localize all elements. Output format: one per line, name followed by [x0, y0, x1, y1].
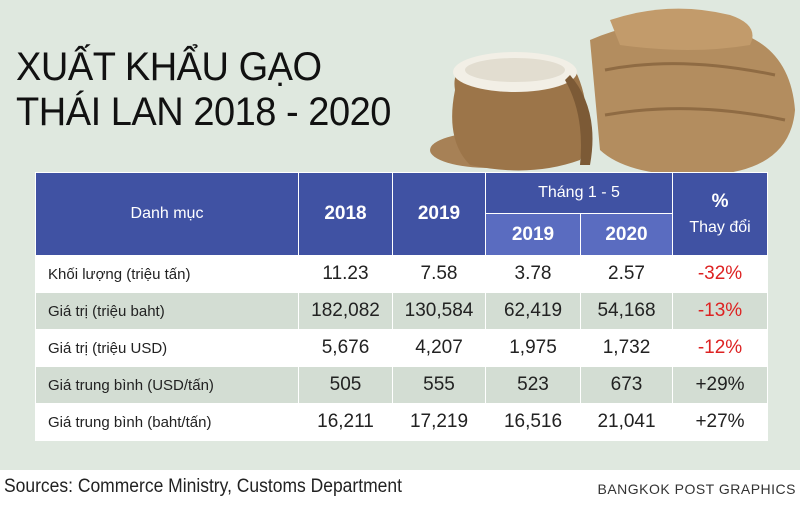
title-line: THÁI LAN 2018 - 2020 — [16, 90, 391, 134]
table-cell: 1,975 — [485, 329, 581, 367]
table-cell: -12% — [672, 329, 769, 367]
table-cell: 5,676 — [298, 329, 393, 367]
table-cell: 7.58 — [392, 255, 486, 293]
header-cell: 2018 — [298, 172, 393, 256]
header-cell: % Thay đổi — [672, 172, 769, 256]
header-cell: Tháng 1 - 5 — [484, 172, 674, 214]
table-cell: 182,082 — [298, 292, 393, 330]
table-cell: 130,584 — [392, 292, 486, 330]
table-cell: 54,168 — [579, 292, 674, 330]
header-row: 2019 2020 — [36, 213, 768, 256]
table-cell: 4,207 — [392, 329, 486, 367]
data-table: Danh mục 2018 2019 Tháng 1 - 5 % Thay đổ… — [35, 172, 769, 441]
table-cell: 21,041 — [579, 403, 674, 441]
table-cell: 555 — [392, 366, 486, 404]
table-row: Giá trị (triệu baht) 182,082 130,584 62,419… — [35, 292, 769, 330]
table-cell: 505 — [298, 366, 393, 404]
table-cell: 2.57 — [579, 255, 674, 293]
table-cell: 62,419 — [485, 292, 581, 330]
table-row: Giá trung bình (baht/tấn) 16,211 17,219 16,… — [35, 403, 769, 441]
table-cell: 11.23 — [298, 255, 393, 293]
header-cell: Danh mục — [35, 172, 299, 256]
table-cell: 16,211 — [298, 403, 393, 441]
table-cell: +29% — [672, 366, 769, 404]
table-cell: 3.78 — [485, 255, 581, 293]
rice-sacks-illustration — [430, 8, 795, 176]
table-row: Khối lượng (triệu tấn) 11.23 7.58 3.78 2.57-… — [35, 255, 769, 293]
row-label: Giá trung bình (USD/tấn) — [35, 366, 299, 404]
header-row: Danh mục 2018 2019 Tháng 1 - 5 % Thay đổ… — [35, 172, 769, 256]
header-text: % — [711, 191, 729, 212]
row-label: Khối lượng (triệu tấn) — [35, 255, 299, 293]
table-row: Giá trị (triệu USD) 5,676 4,207 1,975 1,732-… — [35, 329, 769, 367]
source-note: Sources: Commerce Ministry, Customs Depa… — [4, 476, 402, 497]
row-label: Giá trung bình (baht/tấn) — [35, 403, 299, 441]
header-text: Thay đổi — [689, 219, 751, 236]
row-label: Giá trị (triệu USD) — [35, 329, 299, 367]
table-cell: -32% — [672, 255, 769, 293]
header-cell: 2020 — [579, 213, 674, 256]
table-cell: 1,732 — [579, 329, 674, 367]
header-cell: 2019 — [392, 172, 486, 256]
table-cell: 16,516 — [485, 403, 581, 441]
row-label: Giá trị (triệu baht) — [35, 292, 299, 330]
title-line: XUẤT KHẨU GẠO — [16, 45, 322, 89]
credit: BANGKOK POST GRAPHICS — [597, 481, 796, 497]
table-cell: -13% — [672, 292, 769, 330]
table-cell: 17,219 — [392, 403, 486, 441]
table-cell: +27% — [672, 403, 769, 441]
table-cell: 523 — [485, 366, 581, 404]
table-cell: 673 — [579, 366, 674, 404]
header-cell: 2019 — [485, 213, 581, 256]
table-row: Giá trung bình (USD/tấn) 505 555 523 673 +29% — [35, 366, 769, 404]
